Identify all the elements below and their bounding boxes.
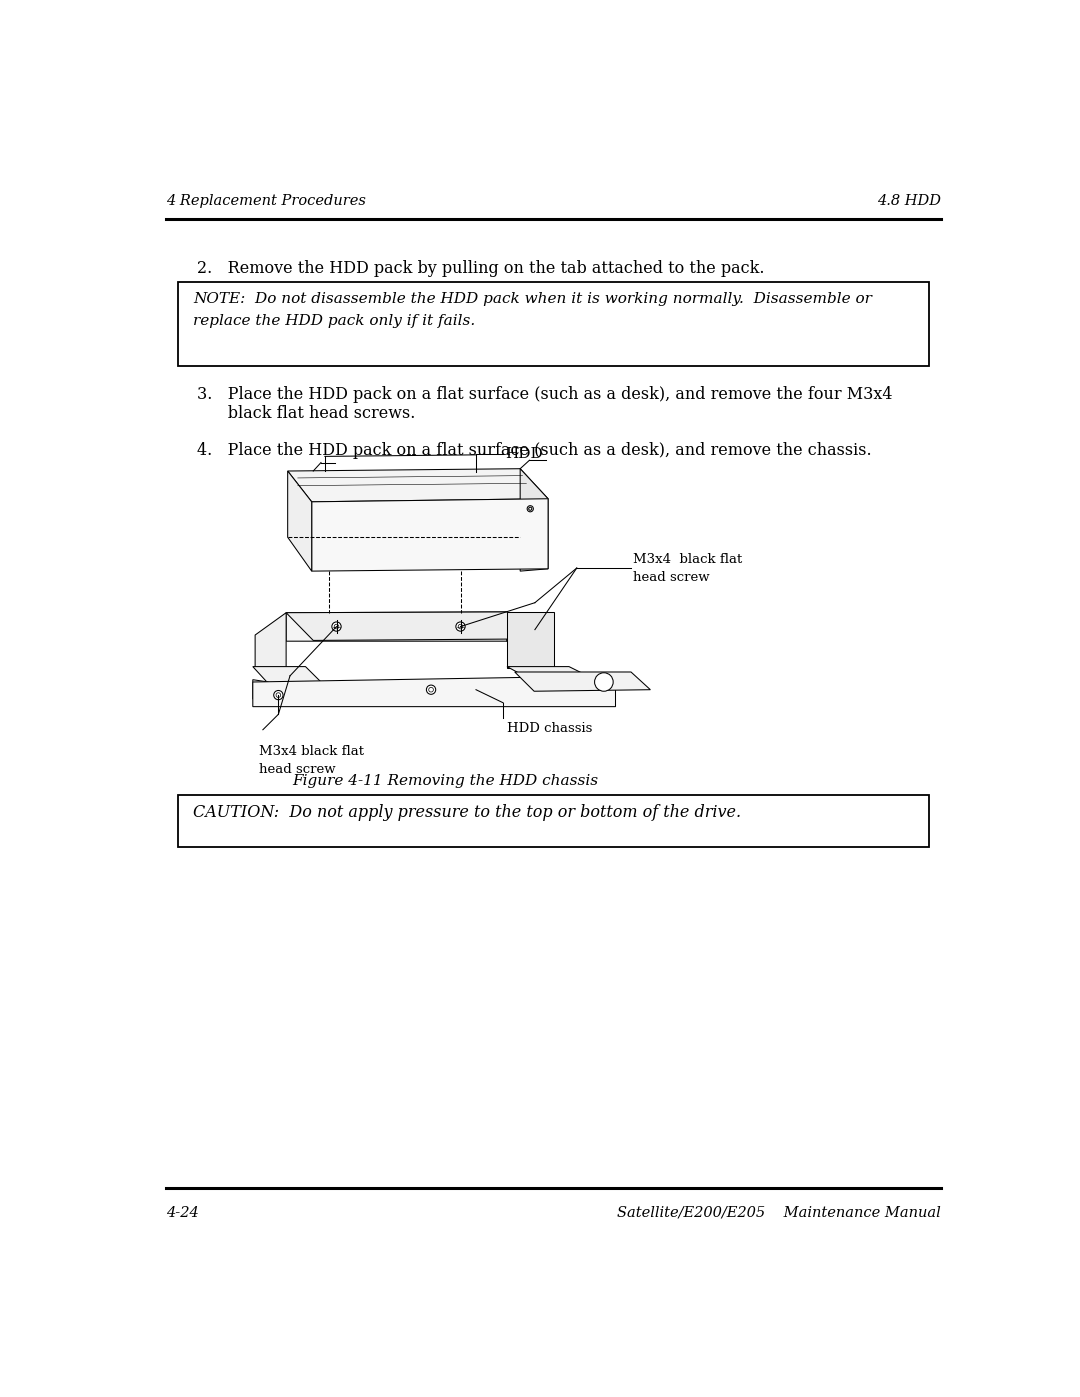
Polygon shape <box>507 612 554 668</box>
Polygon shape <box>312 499 548 571</box>
Polygon shape <box>253 676 616 707</box>
Polygon shape <box>521 469 548 571</box>
Circle shape <box>427 685 435 694</box>
Text: M3x4 black flat
head screw: M3x4 black flat head screw <box>259 745 364 777</box>
Text: CAUTION:  Do not apply pressure to the top or bottom of the drive.: CAUTION: Do not apply pressure to the to… <box>193 803 741 820</box>
Polygon shape <box>507 666 600 683</box>
Circle shape <box>332 622 341 631</box>
Polygon shape <box>286 612 538 640</box>
Polygon shape <box>253 666 321 683</box>
Polygon shape <box>286 612 507 641</box>
Text: HDD chassis: HDD chassis <box>507 722 592 735</box>
Text: M3x4  black flat
head screw: M3x4 black flat head screw <box>633 553 743 584</box>
Text: NOTE:  Do not disassemble the HDD pack when it is working normally.  Disassemble: NOTE: Do not disassemble the HDD pack wh… <box>193 292 872 328</box>
Text: 4-24: 4-24 <box>166 1206 199 1220</box>
Text: HDD: HDD <box>505 447 543 461</box>
Polygon shape <box>255 613 286 668</box>
Polygon shape <box>287 471 312 571</box>
Polygon shape <box>287 469 548 502</box>
Text: 4 Replacement Procedures: 4 Replacement Procedures <box>166 194 366 208</box>
Text: black flat head screws.: black flat head screws. <box>197 405 416 422</box>
Bar <box>177 795 930 847</box>
Polygon shape <box>515 672 650 692</box>
Circle shape <box>595 673 613 692</box>
Text: 2.   Remove the HDD pack by pulling on the tab attached to the pack.: 2. Remove the HDD pack by pulling on the… <box>197 260 765 277</box>
Polygon shape <box>253 680 268 698</box>
Circle shape <box>456 622 465 631</box>
Text: Satellite/E200/E205    Maintenance Manual: Satellite/E200/E205 Maintenance Manual <box>618 1206 941 1220</box>
Text: 4.   Place the HDD pack on a flat surface (such as a desk), and remove the chass: 4. Place the HDD pack on a flat surface … <box>197 441 872 458</box>
Text: Figure 4-11 Removing the HDD chassis: Figure 4-11 Removing the HDD chassis <box>292 774 598 788</box>
Polygon shape <box>507 612 538 668</box>
Circle shape <box>273 690 283 700</box>
Text: 4.8 HDD: 4.8 HDD <box>877 194 941 208</box>
Bar <box>177 282 930 366</box>
Text: 3.   Place the HDD pack on a flat surface (such as a desk), and remove the four : 3. Place the HDD pack on a flat surface … <box>197 387 892 404</box>
